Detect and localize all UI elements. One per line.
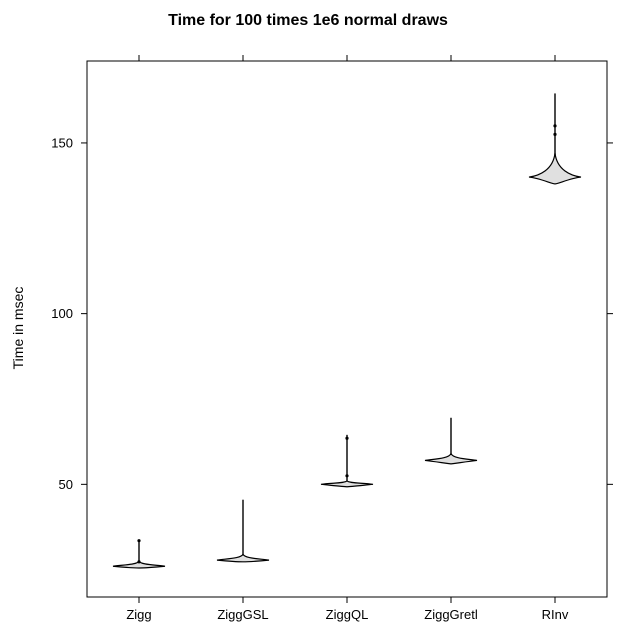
y-axis: 50 100 150 xyxy=(51,135,613,492)
outlier-point xyxy=(345,436,349,440)
y-tick-label: 50 xyxy=(59,477,73,492)
x-tick-label: ZiggQL xyxy=(326,607,369,622)
chart-title: Time for 100 times 1e6 normal draws xyxy=(168,12,448,29)
violin-zigg xyxy=(112,539,166,569)
plot-frame xyxy=(86,60,608,598)
x-tick-label: ZiggGretl xyxy=(424,607,478,622)
y-axis-label: Time in msec xyxy=(10,287,26,370)
violin-rinv xyxy=(528,93,582,185)
violin-ziggql xyxy=(320,434,374,488)
violin-zigggsl xyxy=(216,499,270,563)
y-tick-label: 100 xyxy=(51,306,73,321)
x-tick-label: RInv xyxy=(542,607,569,622)
violin-zigggretl xyxy=(424,417,478,465)
y-tick-label: 150 xyxy=(51,135,73,150)
outlier-point xyxy=(137,539,141,543)
violin-body xyxy=(216,552,270,563)
x-tick-label: Zigg xyxy=(126,607,151,622)
violin-body xyxy=(424,452,478,465)
x-tick-label: ZiggGSL xyxy=(217,607,268,622)
violin-body xyxy=(528,153,582,185)
outlier-point xyxy=(553,132,557,137)
outlier-point xyxy=(137,560,141,564)
violin-series xyxy=(112,93,582,569)
outlier-point xyxy=(553,124,557,128)
violin-body xyxy=(320,479,374,488)
outlier-point xyxy=(345,474,349,478)
violin-body xyxy=(112,559,166,569)
x-axis: Zigg ZiggGSL ZiggQL ZiggGretl RInv xyxy=(126,55,569,622)
